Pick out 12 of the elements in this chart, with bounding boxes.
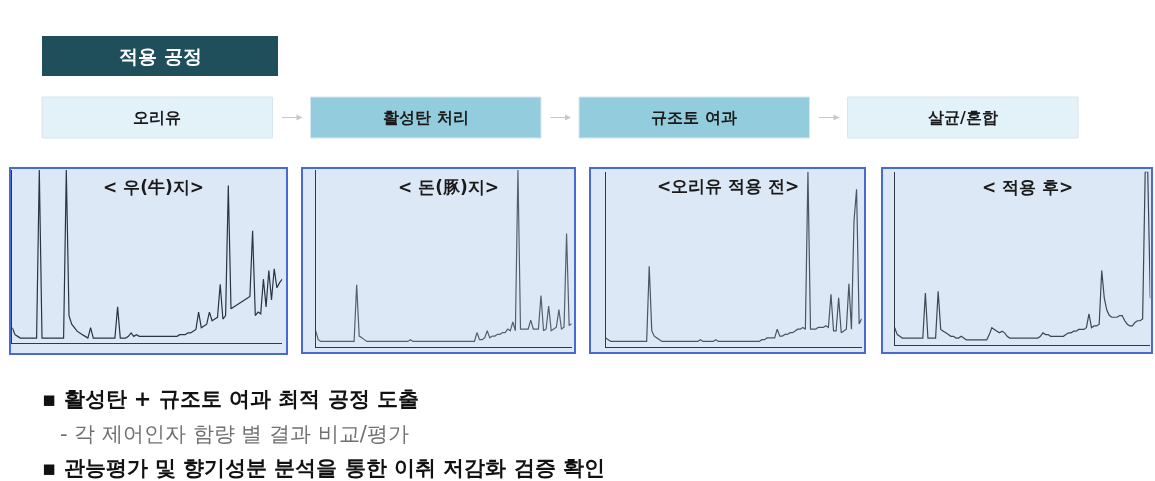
text: 적용 공정 — [119, 45, 202, 67]
text: ▪ 활성탄 + 규조토 여과 최적 공정 도출 — [42, 387, 420, 411]
text: ▪ 관능평가 및 향기성분 분석을 통한 이취 저감화 검증 확인 — [42, 456, 606, 480]
category-label: 오리유 — [133, 108, 181, 127]
category-label: 살균/혼합 — [928, 108, 998, 127]
chart-title: < 우(牛)지> — [103, 177, 204, 197]
chart-title: <오리유 적용 전> — [657, 176, 800, 196]
category-label: 규조토 여과 — [651, 108, 737, 127]
chart-title: < 적용 후> — [982, 177, 1074, 197]
text: - 각 제어인자 함량 별 결과 비교/평가 — [60, 422, 409, 446]
text: < 돈(豚)지> — [398, 177, 499, 197]
category-label: 활성탄 처리 — [383, 108, 469, 127]
